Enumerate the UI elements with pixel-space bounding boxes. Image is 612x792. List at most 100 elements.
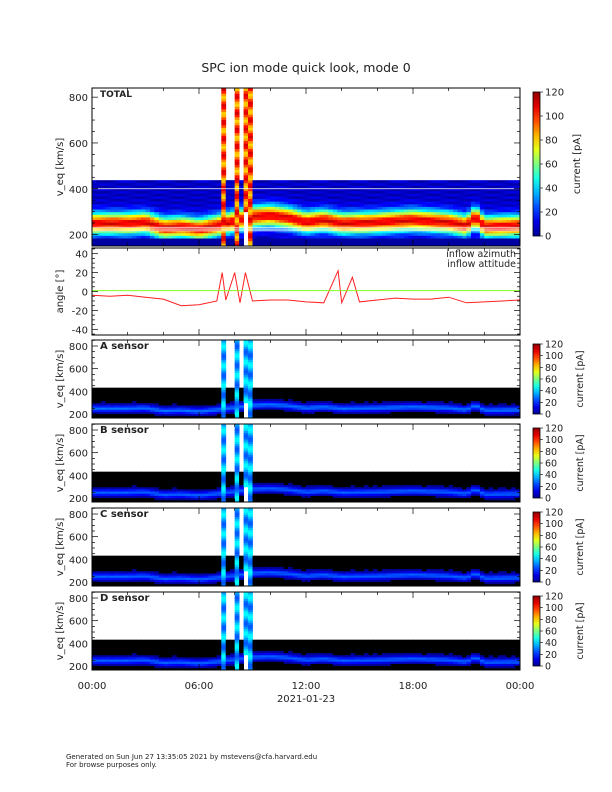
spectrogram-cell	[230, 400, 236, 404]
spectrogram-cell	[127, 206, 133, 210]
spectrogram-cell	[408, 413, 414, 417]
spectrogram-cell	[297, 211, 302, 215]
spectrogram-cell	[181, 495, 187, 499]
spectrogram-cell	[337, 398, 343, 402]
spectrogram-cell	[408, 415, 414, 419]
spectrogram-cell	[141, 476, 146, 479]
spectrogram-cell	[319, 214, 325, 218]
spectrogram-cell	[127, 392, 133, 395]
spectrogram-cell	[185, 219, 191, 223]
spectrogram-cell	[248, 415, 253, 419]
spectrogram-cell	[114, 473, 120, 477]
spectrogram-cell	[270, 415, 276, 419]
spectrogram-cell	[136, 392, 142, 395]
spectrogram-cell	[248, 206, 253, 210]
spectrogram-cell	[252, 493, 258, 496]
spectrogram-cell	[484, 387, 490, 391]
spectrogram-cell	[381, 407, 387, 410]
spectrogram-cell	[154, 473, 160, 477]
spectrogram-cell	[332, 224, 338, 228]
spectrogram-cell	[105, 482, 111, 486]
spectrogram-cell	[301, 473, 307, 477]
spectrogram-cell	[283, 195, 289, 199]
spectrogram-cell	[319, 409, 325, 412]
spectrogram-cell	[96, 495, 102, 499]
spectrogram-cell	[355, 405, 360, 408]
spectrogram-cell	[243, 392, 249, 395]
spectrogram-cell	[248, 209, 253, 213]
spectrogram-cell	[381, 180, 387, 184]
spectrogram-cell	[256, 486, 262, 490]
spectrogram-cell	[252, 211, 258, 215]
spectrogram-cell	[252, 235, 258, 239]
spectrogram-cell	[141, 198, 146, 202]
spectrogram-cell	[136, 493, 142, 496]
spectrogram-cell	[462, 203, 467, 207]
spectrogram-cell	[430, 387, 436, 391]
spectrogram-cell	[408, 219, 414, 223]
spectrogram-cell	[239, 471, 244, 475]
spectrogram-cell	[292, 480, 298, 483]
spectrogram-cell	[301, 478, 307, 481]
spectrogram-cell	[256, 471, 262, 475]
spectrogram-cell	[341, 398, 347, 402]
spectrogram-cell	[96, 402, 102, 406]
spectrogram-cell	[310, 413, 316, 417]
spectrogram-cell	[118, 217, 124, 221]
spectrogram-cell	[136, 193, 142, 197]
spectrogram-cell	[448, 201, 454, 205]
spectrogram-cell	[212, 222, 218, 226]
spectrogram-cell	[154, 203, 160, 207]
spectrogram-cell	[230, 217, 236, 221]
spectrogram-cell	[346, 182, 351, 186]
spectrogram-cell	[114, 476, 120, 479]
spectrogram-cell	[176, 411, 182, 415]
spectrogram-cell	[413, 211, 418, 215]
spectrogram-cell	[163, 240, 169, 244]
spectrogram-cell	[100, 394, 106, 397]
spectrogram-cell	[350, 387, 356, 391]
spectrogram-cell	[319, 195, 325, 199]
spectrogram-cell	[256, 180, 262, 184]
spectrogram-cell	[274, 405, 280, 408]
spectrogram-cell	[274, 493, 280, 496]
spectrogram-cell	[444, 219, 450, 223]
spectrogram-cell	[216, 188, 222, 192]
spectrogram-cell	[475, 188, 481, 192]
spectrogram-cell	[453, 407, 458, 410]
spectrogram-cell	[163, 182, 169, 186]
spectrogram-cell	[167, 392, 173, 395]
spectrogram-cell	[328, 188, 334, 192]
spectrogram-cell	[127, 478, 133, 481]
spectrogram-cell	[243, 456, 249, 460]
spectrogram-cell	[207, 471, 213, 475]
spectrogram-cell	[288, 396, 294, 399]
spectrogram-cell	[109, 409, 115, 412]
spectrogram-cell	[288, 473, 294, 477]
spectrogram-cell	[297, 398, 302, 402]
spectrogram-cell	[212, 499, 218, 503]
spectrogram-cell	[462, 392, 467, 395]
spectrogram-cell	[234, 428, 240, 431]
spectrogram-cell	[319, 415, 325, 419]
spectrogram-cell	[314, 402, 320, 406]
spectrogram-cell	[221, 398, 227, 402]
spectrogram-cell	[167, 193, 173, 197]
colorbar-tick-label: 100	[545, 351, 563, 362]
spectrogram-cell	[355, 415, 360, 419]
spectrogram-cell	[243, 138, 249, 142]
spectrogram-cell	[234, 473, 240, 477]
spectrogram-cell	[167, 480, 173, 483]
spectrogram-cell	[181, 415, 187, 419]
spectrogram-cell	[368, 238, 374, 242]
spectrogram-cell	[488, 235, 494, 239]
spectrogram-cell	[368, 392, 374, 395]
spectrogram-cell	[234, 409, 240, 412]
spectrogram-cell	[230, 182, 236, 186]
spectrogram-cell	[515, 235, 521, 239]
spectrogram-cell	[386, 185, 392, 189]
spectrogram-cell	[216, 219, 222, 223]
spectrogram-cell	[145, 182, 151, 186]
spectrogram-cell	[154, 482, 160, 486]
spectrogram-cell	[297, 499, 302, 503]
